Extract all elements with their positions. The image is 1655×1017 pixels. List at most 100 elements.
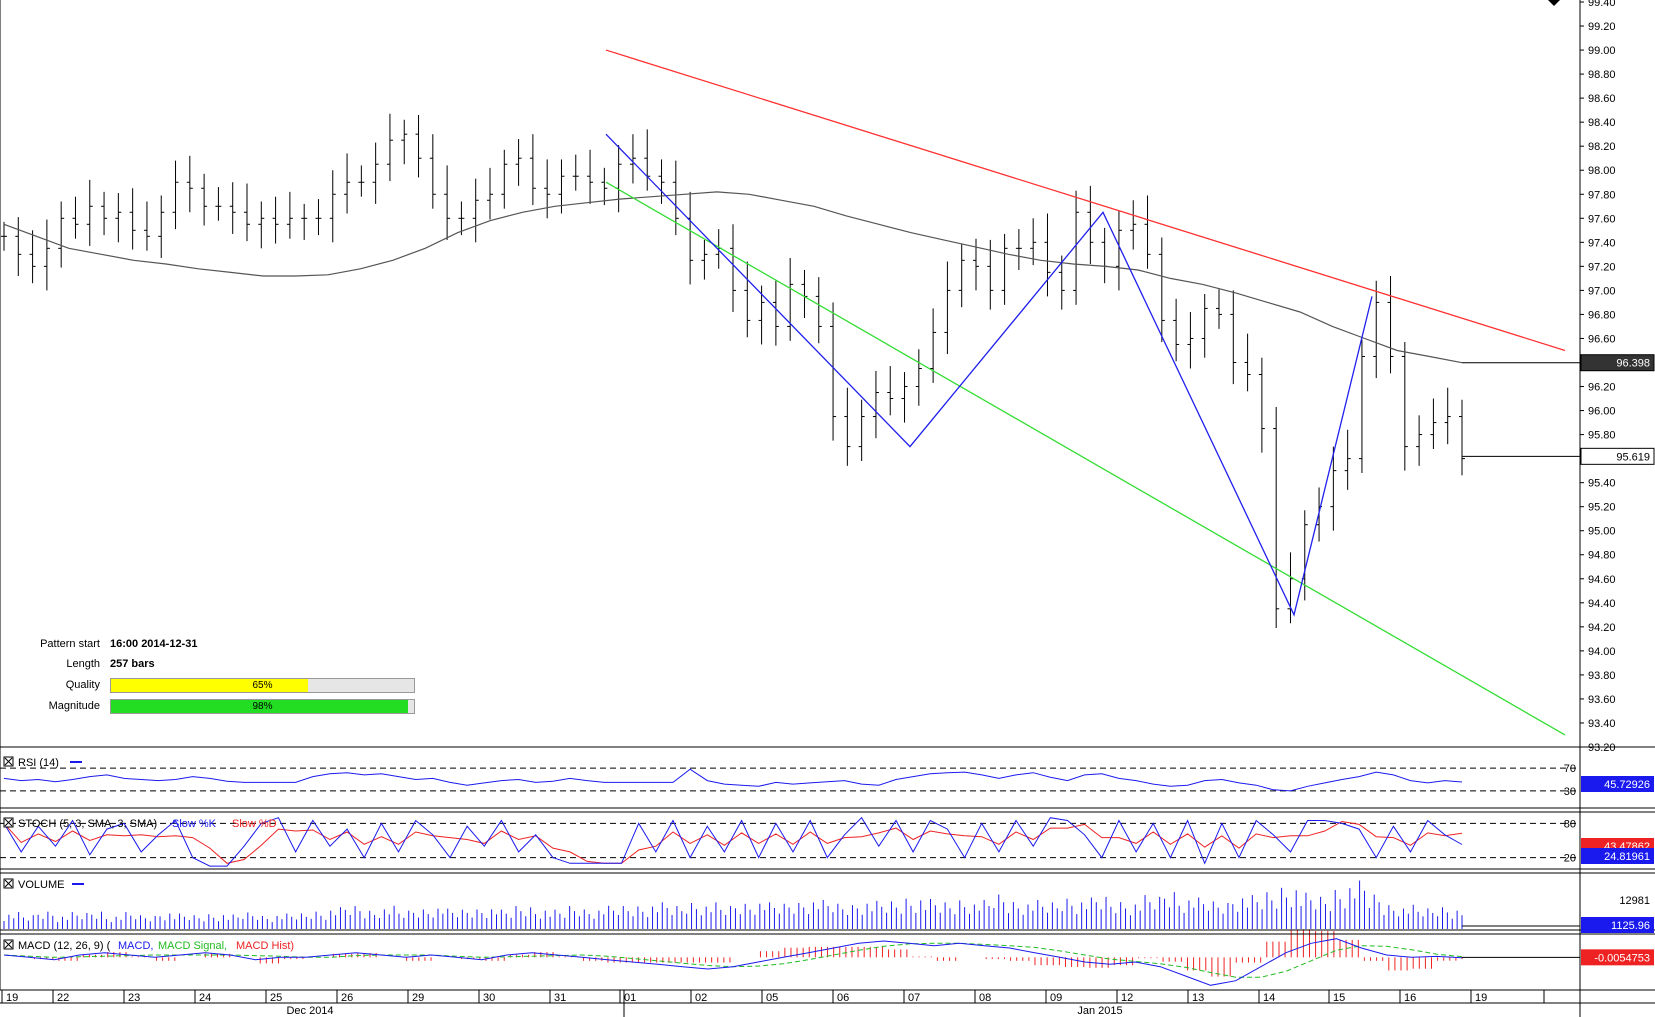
price-bar [830, 302, 837, 441]
x-day-label: 31 [554, 992, 566, 1004]
x-day-label: 12 [1121, 992, 1133, 1004]
rsi-panel: 70 30 [0, 763, 1580, 798]
price-bar [1416, 415, 1423, 466]
price-bar [1444, 387, 1451, 445]
price-bar [429, 134, 436, 209]
y-tick-label: 99.20 [1588, 21, 1616, 33]
price-bar [43, 219, 50, 291]
price-bar [444, 165, 451, 240]
price-bar [172, 160, 179, 230]
price-bar [1, 221, 7, 251]
macd-legend-macd: MACD, [118, 940, 153, 952]
price-bar [358, 165, 365, 197]
price-bar [701, 239, 708, 280]
y-tick-label: 96.60 [1588, 333, 1616, 345]
price-bar [1387, 275, 1394, 374]
rsi-title: RSI (14) [18, 757, 59, 769]
x-day-label: 24 [199, 992, 211, 1004]
price-bar [1058, 255, 1065, 310]
price-bar [58, 201, 65, 268]
price-bar [987, 239, 994, 310]
price-bar [858, 399, 865, 462]
macd-line [3, 938, 1463, 986]
price-bar [844, 387, 851, 466]
y-tick-label: 94.00 [1588, 646, 1616, 658]
ma-price-tag: 96.398 [1580, 354, 1655, 372]
rsi-level-70-label: 70 [1564, 763, 1576, 775]
price-bar [1173, 298, 1180, 362]
price-bar [1330, 446, 1337, 531]
x-day-label: 22 [57, 992, 69, 1004]
macd-title: MACD (12, 26, 9) ( [18, 940, 111, 952]
x-day-label: 19 [1475, 992, 1487, 1004]
price-bar [415, 114, 422, 178]
price-bar [29, 230, 36, 284]
price-bar [758, 285, 765, 345]
x-day-label: 25 [270, 992, 282, 1004]
price-bar [15, 217, 22, 276]
price-bar [558, 159, 565, 214]
volume-value-tag-text: 1125.96 [1611, 920, 1650, 932]
last-price-tag: 95.619 [1580, 447, 1655, 465]
price-bar [1344, 429, 1351, 490]
pattern-start-label: Pattern start [40, 638, 100, 650]
price-bar [901, 372, 908, 423]
rsi-value-tag-box [1581, 776, 1654, 792]
y-tick-label: 98.20 [1588, 141, 1616, 153]
price-bar [1144, 195, 1151, 269]
quality-label: Quality [65, 679, 100, 691]
x-day-label: 01 [624, 992, 636, 1004]
price-bar [629, 134, 636, 184]
x-day-label: 05 [766, 992, 778, 1004]
y-tick-label: 95.00 [1588, 526, 1616, 538]
price-bar [244, 183, 250, 242]
y-tick-label: 96.80 [1588, 309, 1616, 321]
x-day-label: 06 [837, 992, 849, 1004]
x-day-label: 16 [1404, 992, 1416, 1004]
price-bar [1115, 211, 1122, 291]
price-bar [372, 142, 379, 204]
macd-panel [3, 929, 1580, 986]
lower-channel-line [605, 181, 1566, 736]
price-bar [601, 167, 608, 206]
price-bar [72, 196, 79, 239]
panel-labels: RSI (14) STOCH (5, 3, SMA, 3, SMA) Slow %K… [3, 756, 294, 952]
ma-price-tag-text: 96.398 [1616, 358, 1650, 370]
price-panel [1, 49, 1580, 736]
x-day-label: 02 [695, 992, 707, 1004]
macd-value-tag-box [1581, 949, 1654, 966]
magnitude-bar-fill [111, 700, 408, 713]
macd-value-tag-text: -0.0054753 [1594, 952, 1650, 964]
y-tick-label: 97.60 [1588, 213, 1616, 225]
magnitude-bar: 98% [110, 699, 415, 714]
price-bar [815, 277, 822, 344]
price-bar [958, 243, 965, 308]
price-bar [730, 224, 736, 313]
y-tick-label: 98.80 [1588, 69, 1616, 81]
price-bar [215, 187, 222, 221]
price-bar [186, 155, 193, 213]
price-bar [143, 201, 150, 251]
price-bar [301, 203, 308, 240]
price-bar [887, 366, 894, 416]
price-bar [1187, 312, 1194, 369]
stoch-k-legend: Slow %K [172, 818, 217, 830]
price-bar [501, 149, 508, 209]
stoch-level-80-label: 80 [1564, 818, 1576, 830]
moving-average-line [3, 191, 1463, 364]
price-bar [1401, 342, 1408, 471]
quality-value: 65% [252, 680, 273, 691]
price-bar [1230, 290, 1237, 385]
price-bar [1258, 357, 1265, 453]
volume-close-icon [4, 879, 13, 888]
macd-legend-signal: MACD Signal, [158, 940, 227, 952]
rsi-value-tag-text: 45.72926 [1604, 779, 1650, 791]
y-tick-label: 96.20 [1588, 382, 1616, 394]
price-bar [386, 113, 393, 182]
upper-channel-line [605, 49, 1566, 352]
y-tick-label: 97.80 [1588, 189, 1616, 201]
price-bar [86, 179, 93, 246]
y-tick-label: 94.20 [1588, 622, 1616, 634]
